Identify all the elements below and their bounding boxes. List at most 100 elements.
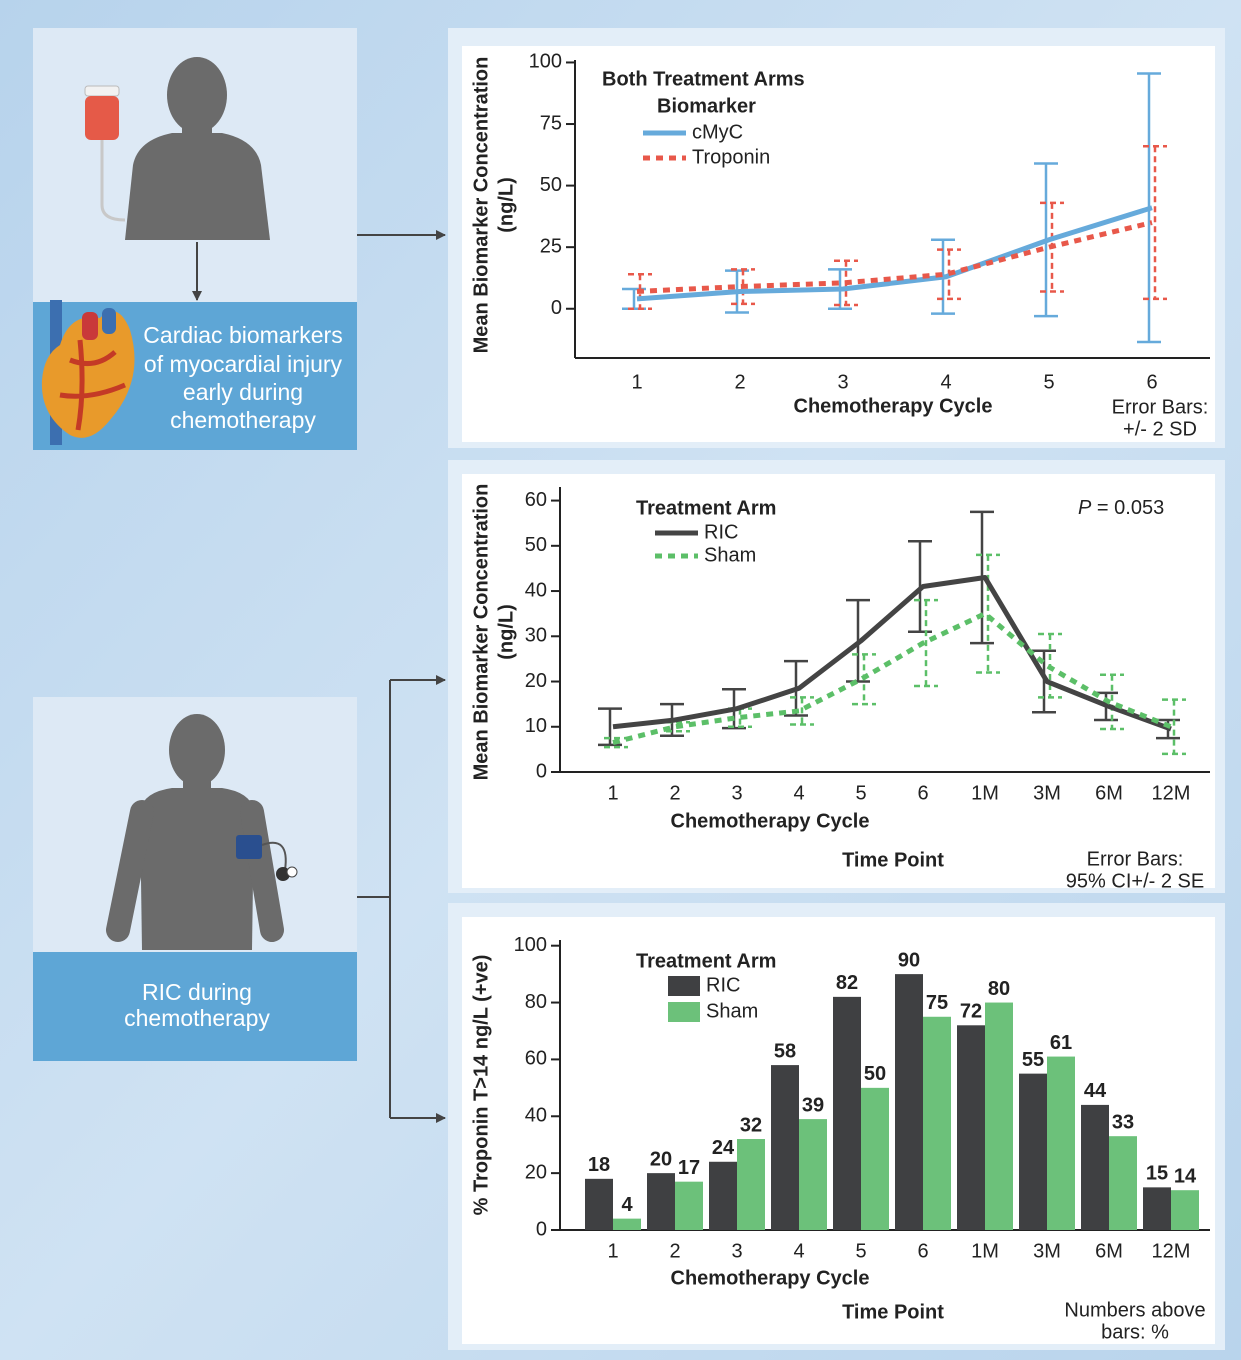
x-tick-label: 2 <box>669 1240 680 1262</box>
legend-title: Treatment Arm <box>636 950 776 972</box>
bar <box>1143 1187 1171 1230</box>
annotation: P = 0.053 <box>1078 497 1164 519</box>
data-label: 44 <box>1084 1080 1107 1102</box>
data-label: 90 <box>898 949 920 971</box>
x-tick-label: 6 <box>917 782 928 804</box>
x-tick-label: 1 <box>631 371 642 393</box>
y-axis-label: (ng/L) <box>495 604 517 660</box>
bar <box>613 1218 641 1230</box>
bar <box>957 1025 985 1230</box>
legend-label: Troponin <box>692 146 770 168</box>
data-label: 20 <box>650 1148 672 1170</box>
data-label: 14 <box>1174 1165 1197 1187</box>
x-tick-label: 3M <box>1033 1240 1061 1262</box>
x-tick-label: 1M <box>971 782 999 804</box>
series-line <box>636 205 1153 302</box>
note: 95% CI+/- 2 SE <box>1066 870 1204 892</box>
y-tick-label: 75 <box>540 112 562 134</box>
legend-swatch <box>668 1002 700 1022</box>
error-bar <box>628 273 652 310</box>
legend-label: cMyC <box>692 121 743 143</box>
x-tick-label: 6M <box>1095 1240 1123 1262</box>
x-tick-label: 5 <box>1043 371 1054 393</box>
series-line <box>612 574 1172 732</box>
data-label: 61 <box>1050 1032 1072 1054</box>
x-tick-label: 5 <box>855 782 866 804</box>
bar <box>895 974 923 1230</box>
note: Error Bars: <box>1087 848 1184 870</box>
x-tick-label: 6M <box>1095 782 1123 804</box>
x-tick-label: 2 <box>734 371 745 393</box>
series-line <box>636 220 1153 295</box>
y-tick-label: 0 <box>536 760 547 782</box>
x-tick-label: 3 <box>731 782 742 804</box>
bar <box>585 1178 613 1230</box>
data-label: 15 <box>1146 1163 1168 1185</box>
y-axis-label: Mean Biomarker Concentration <box>470 484 492 781</box>
error-bar <box>731 268 755 306</box>
note: bars: % <box>1101 1321 1169 1343</box>
legend-label: Sham <box>704 544 756 566</box>
x-axis-label: Chemotherapy Cycle <box>794 395 993 417</box>
data-label: 39 <box>802 1094 824 1116</box>
label-box <box>33 952 357 1061</box>
y-tick-label: 50 <box>540 174 562 196</box>
note: +/- 2 SD <box>1123 418 1197 440</box>
y-tick-label: 50 <box>525 534 547 556</box>
y-tick-label: 40 <box>525 579 547 601</box>
x-tick-label: 4 <box>793 1240 804 1262</box>
bar <box>1047 1056 1075 1230</box>
error-bar <box>790 696 814 726</box>
y-tick-label: 30 <box>525 625 547 647</box>
y-tick-label: 60 <box>525 1048 547 1070</box>
data-label: 50 <box>864 1063 886 1085</box>
x-axis-label: Time Point <box>842 849 944 871</box>
x-tick-label: 3 <box>731 1240 742 1262</box>
legend-title: Treatment Arm <box>636 497 776 519</box>
y-tick-label: 0 <box>551 297 562 319</box>
x-tick-label: 3M <box>1033 782 1061 804</box>
y-axis-label: (ng/L) <box>495 177 517 233</box>
error-bar <box>1143 144 1167 301</box>
error-bar <box>976 553 1000 674</box>
legend-label: Sham <box>706 1000 758 1022</box>
y-tick-label: 60 <box>525 489 547 511</box>
x-tick-label: 4 <box>793 782 804 804</box>
panel-label: RIC during <box>142 979 252 1005</box>
bar <box>923 1016 951 1230</box>
legend-title: Biomarker <box>657 95 756 117</box>
x-tick-label: 2 <box>669 782 680 804</box>
y-tick-label: 20 <box>525 670 547 692</box>
legend-label: RIC <box>704 521 738 543</box>
connector <box>357 680 391 1118</box>
y-axis-label: % Troponin T>14 ng/L (+ve) <box>470 955 492 1216</box>
bar <box>1081 1104 1109 1230</box>
data-label: 82 <box>836 972 858 994</box>
bar <box>771 1065 799 1230</box>
legend-swatch <box>668 976 700 996</box>
bar <box>861 1087 889 1230</box>
chart-title: Both Treatment Arms <box>602 68 805 90</box>
x-tick-label: 3 <box>837 371 848 393</box>
y-tick-label: 10 <box>525 715 547 737</box>
x-tick-label: 4 <box>940 371 951 393</box>
panel-label: early during <box>183 379 303 405</box>
bar <box>647 1173 675 1230</box>
bar <box>985 1002 1013 1230</box>
panel-label: chemotherapy <box>170 407 316 433</box>
bar <box>675 1181 703 1230</box>
data-label: 4 <box>621 1194 633 1216</box>
bar <box>1019 1073 1047 1230</box>
data-label: 18 <box>588 1154 610 1176</box>
x-axis-label: Chemotherapy Cycle <box>671 1267 870 1289</box>
y-tick-label: 0 <box>536 1218 547 1240</box>
x-tick-label: 12M <box>1152 782 1191 804</box>
x-tick-label: 1 <box>607 782 618 804</box>
data-label: 58 <box>774 1040 796 1062</box>
data-label: 80 <box>988 978 1010 1000</box>
x-tick-label: 12M <box>1152 1240 1191 1262</box>
data-label: 24 <box>712 1137 735 1159</box>
series-line <box>612 611 1172 746</box>
plot-background <box>462 46 1215 442</box>
panel-label: Cardiac biomarkers <box>143 322 342 348</box>
